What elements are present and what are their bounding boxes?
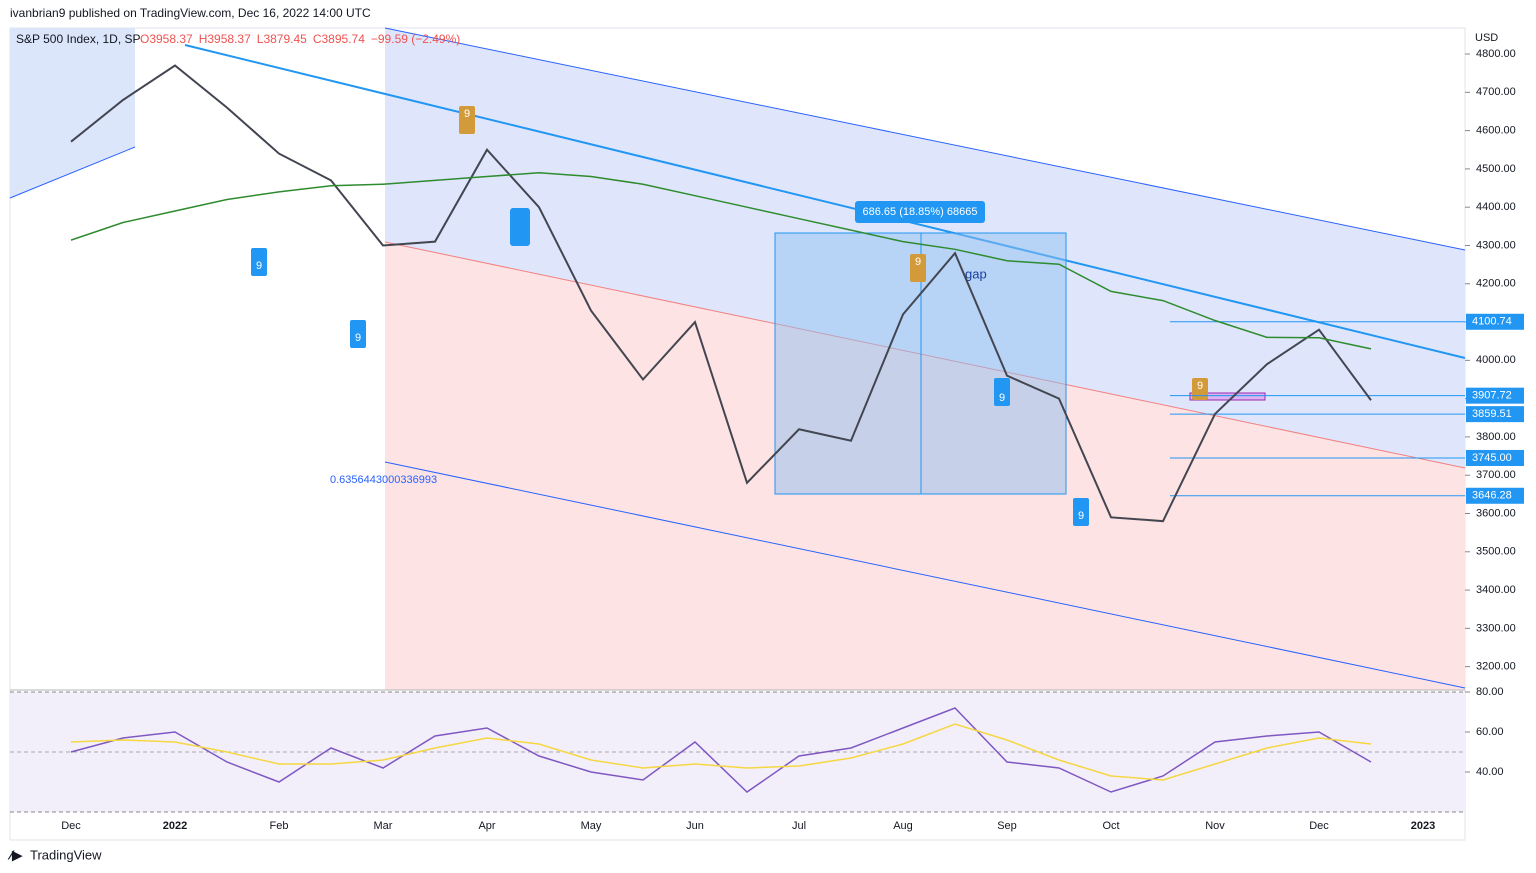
td-marker	[251, 248, 267, 276]
y-tick-label: 40.00	[1476, 766, 1504, 778]
td-label: 9	[1197, 380, 1203, 392]
x-tick-label: Apr	[478, 820, 495, 832]
y-tick-label: 4000.00	[1476, 354, 1516, 366]
measure-label: 686.65 (18.85%) 68665	[863, 206, 978, 218]
fib-label: 0.6356443000336993	[330, 474, 437, 486]
td-label: 9	[355, 332, 361, 344]
y-tick-label: 4400.00	[1476, 201, 1516, 213]
td-label: 9	[464, 108, 470, 120]
y-tick-label: 3800.00	[1476, 431, 1516, 443]
price-label: 3745.00	[1472, 452, 1512, 464]
td-label: 9	[256, 260, 262, 272]
channel-line	[384, 461, 1466, 689]
price-label: 3907.72	[1472, 390, 1512, 402]
y-tick-label: 3400.00	[1476, 584, 1516, 596]
x-tick-label: Oct	[1102, 820, 1119, 832]
y-tick-label: 3600.00	[1476, 507, 1516, 519]
ohlc-value: −99.59 (−2.49%)	[371, 32, 460, 46]
td-label: 9	[915, 256, 921, 268]
y-tick-label: 4200.00	[1476, 278, 1516, 290]
x-tick-label: May	[581, 820, 602, 832]
x-tick-label: Nov	[1205, 820, 1225, 832]
y-tick-label: 4800.00	[1476, 48, 1516, 60]
x-tick-label: 2023	[1411, 820, 1435, 832]
x-tick-label: Jul	[792, 820, 806, 832]
ohlc-value: C3895.74	[313, 32, 365, 46]
price-label: 4100.74	[1472, 316, 1512, 328]
price-label-box	[1466, 406, 1524, 423]
td-label: 9	[1078, 510, 1084, 522]
ohlc-value: H3958.37	[199, 32, 251, 46]
publisher: ivanbrian9 published on TradingView.com,…	[10, 6, 371, 20]
y-tick-label: 60.00	[1476, 726, 1504, 738]
y-tick-label: 4600.00	[1476, 125, 1516, 137]
x-tick-label: Aug	[893, 820, 913, 832]
td-label: 9	[999, 392, 1005, 404]
channel-line	[384, 27, 1466, 251]
channel-left	[10, 28, 135, 198]
x-tick-label: 2022	[163, 820, 187, 832]
x-tick-label: Sep	[997, 820, 1017, 832]
symbol: S&P 500 Index, 1D, SP	[16, 32, 141, 46]
price-label-box	[1466, 387, 1524, 404]
logo-mark: ⁄▶	[7, 847, 23, 862]
x-tick-label: Mar	[374, 820, 393, 832]
td-marker	[1073, 498, 1089, 526]
td-marker	[994, 378, 1010, 406]
y-tick-label: 80.00	[1476, 686, 1504, 698]
ohlc-value: L3879.45	[257, 32, 307, 46]
trend-line	[184, 44, 1466, 359]
price-label-box	[1466, 487, 1524, 504]
measure-label-box	[855, 201, 985, 223]
series-line	[70, 64, 1372, 523]
y-tick-label: 3200.00	[1476, 661, 1516, 673]
series-line	[70, 171, 1372, 350]
y-tick-label: 4700.00	[1476, 86, 1516, 98]
td-marker	[1192, 378, 1208, 400]
y-tick-label: 3700.00	[1476, 469, 1516, 481]
series-line	[70, 723, 1372, 781]
x-tick-label: Feb	[270, 820, 289, 832]
td-marker	[910, 254, 926, 282]
gap-label: gap	[965, 266, 987, 281]
price-label: 3646.28	[1472, 490, 1512, 502]
price-label-box	[1466, 449, 1524, 466]
td-marker	[350, 320, 366, 348]
y-tick-label: 4500.00	[1476, 163, 1516, 175]
y-tick-label: 3500.00	[1476, 546, 1516, 558]
price-label-box	[1466, 313, 1524, 330]
price-label: 3859.51	[1472, 408, 1512, 420]
td-marker	[510, 208, 530, 246]
currency: USD	[1475, 32, 1498, 44]
channel-line	[9, 146, 136, 199]
y-tick-label: 4300.00	[1476, 239, 1516, 251]
box-drawing	[1189, 392, 1266, 401]
x-tick-label: Jun	[686, 820, 704, 832]
footer-logo: TradingView	[30, 847, 102, 862]
x-tick-label: Dec	[1309, 820, 1329, 832]
ohlc-value: O3958.37	[140, 32, 193, 46]
x-tick-label: Dec	[61, 820, 81, 832]
y-tick-label: 3300.00	[1476, 622, 1516, 634]
td-marker	[459, 106, 475, 134]
